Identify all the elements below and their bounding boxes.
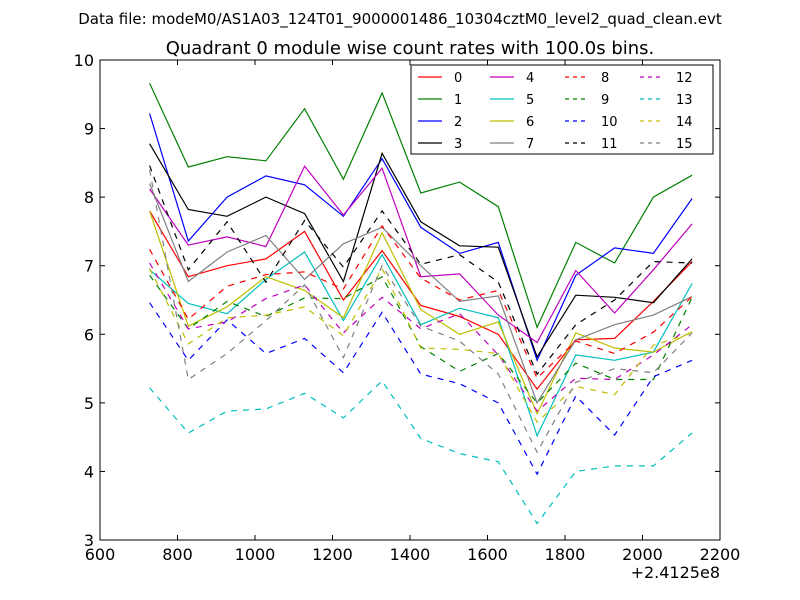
y-tick-label: 6 xyxy=(84,325,94,344)
series-line-15 xyxy=(149,169,693,454)
x-tick-label: 1800 xyxy=(545,545,586,564)
legend-label-14: 14 xyxy=(676,115,693,130)
y-tick-label: 10 xyxy=(74,51,94,70)
legend-label-11: 11 xyxy=(601,137,618,152)
series-line-1 xyxy=(149,83,693,330)
legend-label-8: 8 xyxy=(601,71,609,86)
legend-label-2: 2 xyxy=(454,115,462,130)
x-tick-label: 1400 xyxy=(390,545,431,564)
y-tick-label: 9 xyxy=(84,120,94,139)
x-tick-label: 600 xyxy=(85,545,116,564)
series-line-9 xyxy=(149,274,693,404)
legend-label-0: 0 xyxy=(454,71,462,86)
series-line-0 xyxy=(149,210,693,391)
legend-label-5: 5 xyxy=(526,93,534,108)
y-tick-label: 8 xyxy=(84,188,94,207)
series-line-5 xyxy=(149,251,693,438)
series-line-7 xyxy=(149,183,693,405)
legend-label-13: 13 xyxy=(676,93,693,108)
series-line-14 xyxy=(149,267,693,424)
series-line-2 xyxy=(149,113,693,362)
series-line-3 xyxy=(149,143,693,359)
legend-label-7: 7 xyxy=(526,137,534,152)
x-tick-label: 800 xyxy=(162,545,193,564)
x-tick-label: 2200 xyxy=(700,545,741,564)
x-axis-offset-label: +2.4125e8 xyxy=(631,563,720,582)
series-line-11 xyxy=(149,165,693,376)
x-tick-label: 2000 xyxy=(622,545,663,564)
legend-label-10: 10 xyxy=(601,115,618,130)
plot-area: 600 800 1000 1200 1400 1600 1800 2000 2200 3 4 5 6 7 8… xyxy=(74,51,741,564)
ticks-layer: 600 800 1000 1200 1400 1600 1800 2000 2200 3 4 5 6 7 8… xyxy=(74,51,741,564)
y-tick-label: 7 xyxy=(84,257,94,276)
legend-label-15: 15 xyxy=(676,137,693,152)
series-line-13 xyxy=(149,379,693,525)
legend-label-3: 3 xyxy=(454,137,462,152)
y-tick-label: 4 xyxy=(84,462,94,481)
x-tick-label: 1000 xyxy=(235,545,276,564)
y-tick-label: 3 xyxy=(84,531,94,550)
legend-label-6: 6 xyxy=(526,115,534,130)
figure-suptitle: Data file: modeM0/AS1A03_124T01_90000014… xyxy=(78,10,722,29)
legend-label-4: 4 xyxy=(526,71,534,86)
x-tick-label: 1600 xyxy=(467,545,508,564)
legend-label-12: 12 xyxy=(676,71,693,86)
y-tick-label: 5 xyxy=(84,394,94,413)
legend-frame xyxy=(410,64,714,155)
x-tick-label: 1200 xyxy=(312,545,353,564)
legend-label-1: 1 xyxy=(454,93,462,108)
series-line-8 xyxy=(149,224,693,380)
series-line-10 xyxy=(149,302,693,476)
chart-title: Quadrant 0 module wise count rates with … xyxy=(166,38,655,59)
series-line-6 xyxy=(149,210,693,416)
legend-label-9: 9 xyxy=(601,93,609,108)
series-layer xyxy=(149,83,693,525)
series-line-4 xyxy=(149,165,693,344)
